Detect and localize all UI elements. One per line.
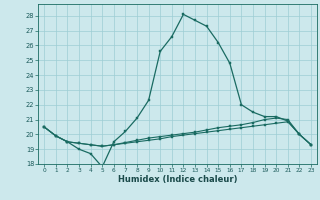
X-axis label: Humidex (Indice chaleur): Humidex (Indice chaleur) (118, 175, 237, 184)
